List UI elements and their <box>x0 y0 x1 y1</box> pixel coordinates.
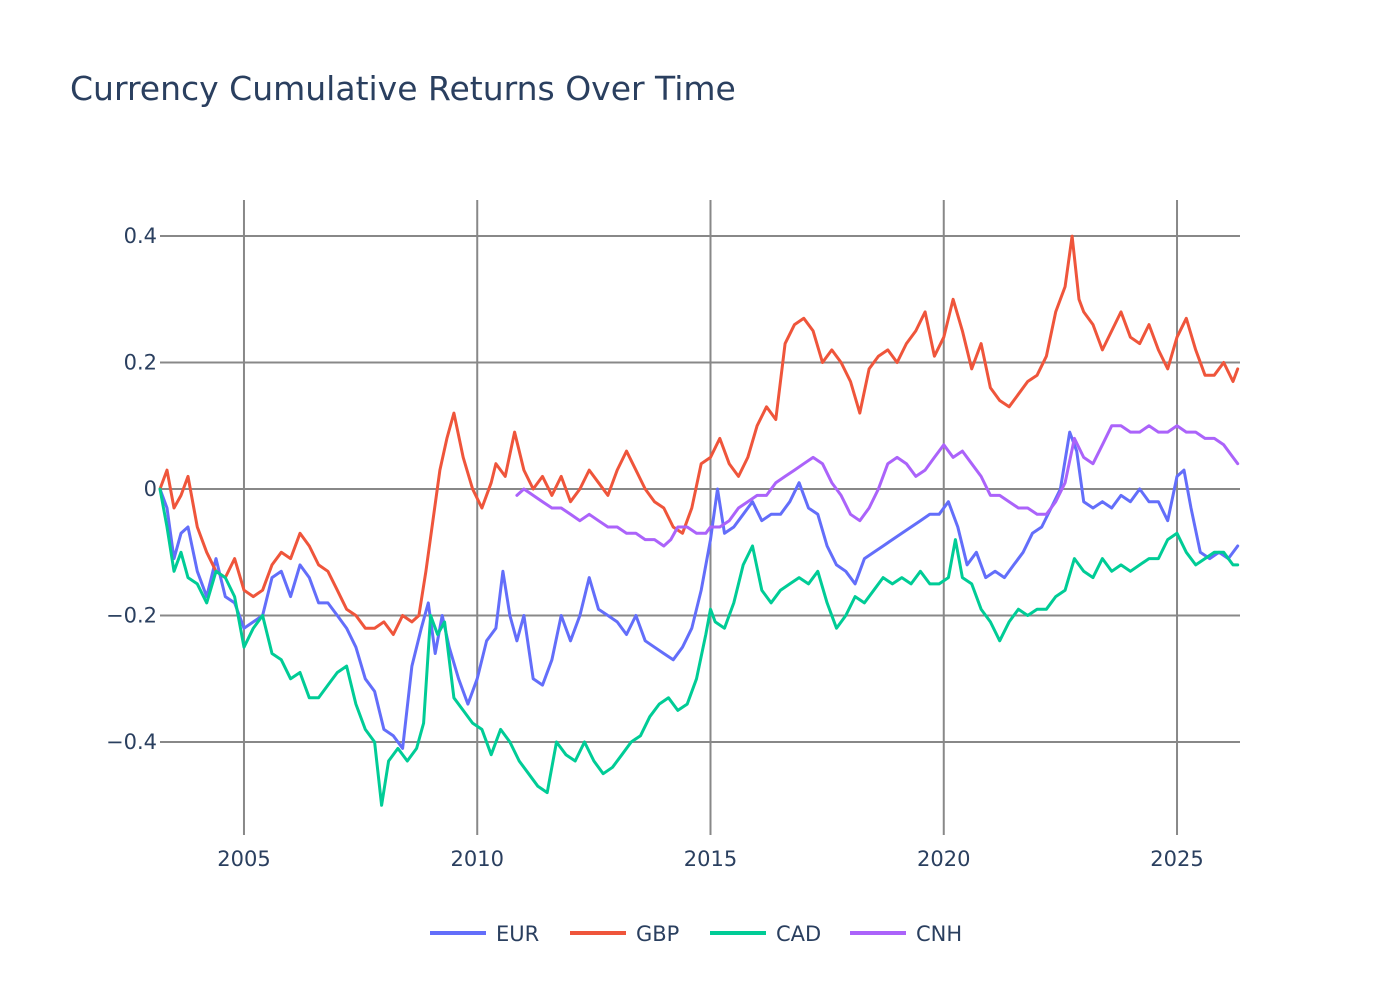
legend-label: CNH <box>916 922 962 946</box>
x-tick-label: 2020 <box>917 847 970 871</box>
y-axis-ticks: 0.4 0.2 0 −0.2 −0.4 <box>106 224 157 754</box>
series-line-gbp <box>158 234 1240 636</box>
legend-item-cad[interactable]: CAD <box>710 922 821 946</box>
chart-title: Currency Cumulative Returns Over Time <box>70 69 736 108</box>
x-tick-label: 2005 <box>217 847 270 871</box>
y-tick-label: −0.2 <box>106 604 157 628</box>
legend-item-cnh[interactable]: CNH <box>850 922 962 946</box>
legend-item-eur[interactable]: EUR <box>430 922 539 946</box>
x-tick-label: 2025 <box>1150 847 1203 871</box>
legend[interactable]: EUR GBP CAD CNH <box>430 922 962 946</box>
y-tick-label: 0 <box>144 477 157 501</box>
x-tick-label: 2010 <box>451 847 504 871</box>
x-tick-label: 2015 <box>684 847 737 871</box>
y-tick-label: 0.2 <box>124 351 157 375</box>
legend-label: GBP <box>636 922 679 946</box>
x-axis-ticks: 2005 2010 2015 2020 2025 <box>217 847 1203 871</box>
series-line-cnh <box>515 424 1240 548</box>
legend-label: CAD <box>776 922 821 946</box>
series-lines <box>158 234 1240 807</box>
gridlines <box>160 200 1240 835</box>
series-line-cad <box>158 487 1240 807</box>
y-tick-label: −0.4 <box>106 730 157 754</box>
y-tick-label: 0.4 <box>124 224 157 248</box>
legend-item-gbp[interactable]: GBP <box>570 922 679 946</box>
legend-label: EUR <box>496 922 539 946</box>
